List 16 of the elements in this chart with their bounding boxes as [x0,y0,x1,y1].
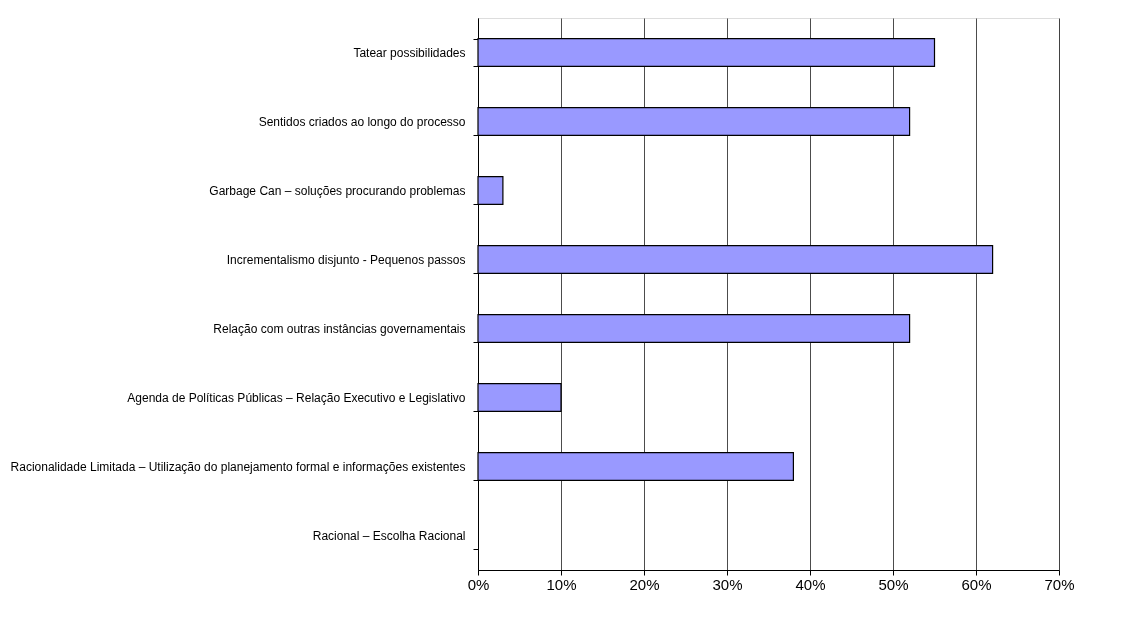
x-tick-label: 60% [961,575,992,593]
y-tick-label: Sentidos criados ao longo do processo [258,115,466,129]
y-tick-label: Garbage Can – soluções procurando problemas [209,184,466,198]
x-tick-label: 40% [795,575,826,593]
y-tick-label: Incrementalismo disjunto - Pequenos passos [226,253,466,267]
y-tick-label: Racional – Escolha Racional [312,529,466,543]
x-tick-label: 70% [1044,575,1075,593]
y-tick-label: Agenda de Políticas Públicas – Relação Executivo e Legislativo [127,391,466,405]
x-tick-label: 0% [467,575,490,593]
y-tick-label: Relação com outras instâncias governamentais [213,322,466,336]
y-tick-label: Racionalidade Limitada – Utilização do planejamento formal e informações existentes [10,460,466,474]
x-tick-label: 30% [712,575,743,593]
x-tick-label: 20% [629,575,660,593]
x-tick-label: 50% [878,575,909,593]
x-tick-label: 10% [546,575,577,593]
y-tick-label: Tatear possibilidades [353,46,466,60]
